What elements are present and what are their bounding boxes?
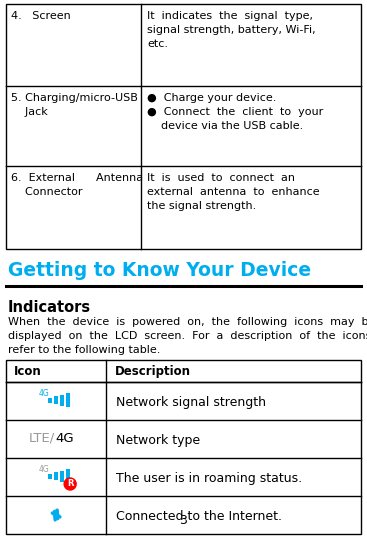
Text: The user is in roaming status.: The user is in roaming status.: [116, 472, 302, 485]
Text: Connected to the Internet.: Connected to the Internet.: [116, 510, 283, 523]
Text: 4G: 4G: [39, 389, 50, 398]
Text: 4G: 4G: [55, 431, 74, 444]
Text: etc.: etc.: [147, 39, 168, 49]
Text: Connector: Connector: [11, 187, 82, 197]
Text: Network signal strength: Network signal strength: [116, 396, 266, 409]
Text: Description: Description: [115, 365, 190, 378]
Text: 3: 3: [179, 514, 188, 527]
Text: 4.   Screen: 4. Screen: [11, 11, 70, 21]
Text: 4G: 4G: [39, 465, 50, 473]
Bar: [66, 469, 70, 483]
Text: ●  Charge your device.: ● Charge your device.: [147, 93, 277, 103]
Text: refer to the following table.: refer to the following table.: [8, 345, 160, 355]
Bar: [60, 394, 64, 406]
Text: external  antenna  to  enhance: external antenna to enhance: [147, 187, 320, 197]
Text: 5. Charging/micro-USB: 5. Charging/micro-USB: [11, 93, 138, 103]
Bar: [54, 472, 58, 480]
Bar: [54, 396, 58, 404]
Bar: [6, 4, 361, 249]
Text: Network type: Network type: [116, 434, 200, 447]
Bar: [48, 473, 52, 479]
Text: Getting to Know Your Device: Getting to Know Your Device: [8, 261, 311, 280]
Text: the signal strength.: the signal strength.: [147, 201, 257, 211]
Text: signal strength, battery, Wi-Fi,: signal strength, battery, Wi-Fi,: [147, 25, 316, 35]
Text: Jack: Jack: [11, 107, 48, 117]
Bar: [48, 398, 52, 403]
Text: It  indicates  the  signal  type,: It indicates the signal type,: [147, 11, 313, 21]
Text: 6.  External      Antenna: 6. External Antenna: [11, 173, 143, 183]
Text: R: R: [67, 480, 73, 488]
Text: ●  Connect  the  client  to  your: ● Connect the client to your: [147, 107, 324, 117]
Circle shape: [64, 478, 76, 490]
Bar: [60, 471, 64, 481]
Bar: [66, 393, 70, 407]
Text: Icon: Icon: [14, 365, 41, 378]
Text: displayed  on  the  LCD  screen.  For  a  description  of  the  icons,: displayed on the LCD screen. For a descr…: [8, 331, 367, 341]
Text: device via the USB cable.: device via the USB cable.: [147, 121, 304, 131]
Text: It  is  used  to  connect  an: It is used to connect an: [147, 173, 295, 183]
Bar: [6, 360, 361, 534]
Text: When  the  device  is  powered  on,  the  following  icons  may  be: When the device is powered on, the follo…: [8, 317, 367, 327]
Text: Indicators: Indicators: [8, 300, 91, 315]
Text: LTE/: LTE/: [29, 431, 55, 444]
